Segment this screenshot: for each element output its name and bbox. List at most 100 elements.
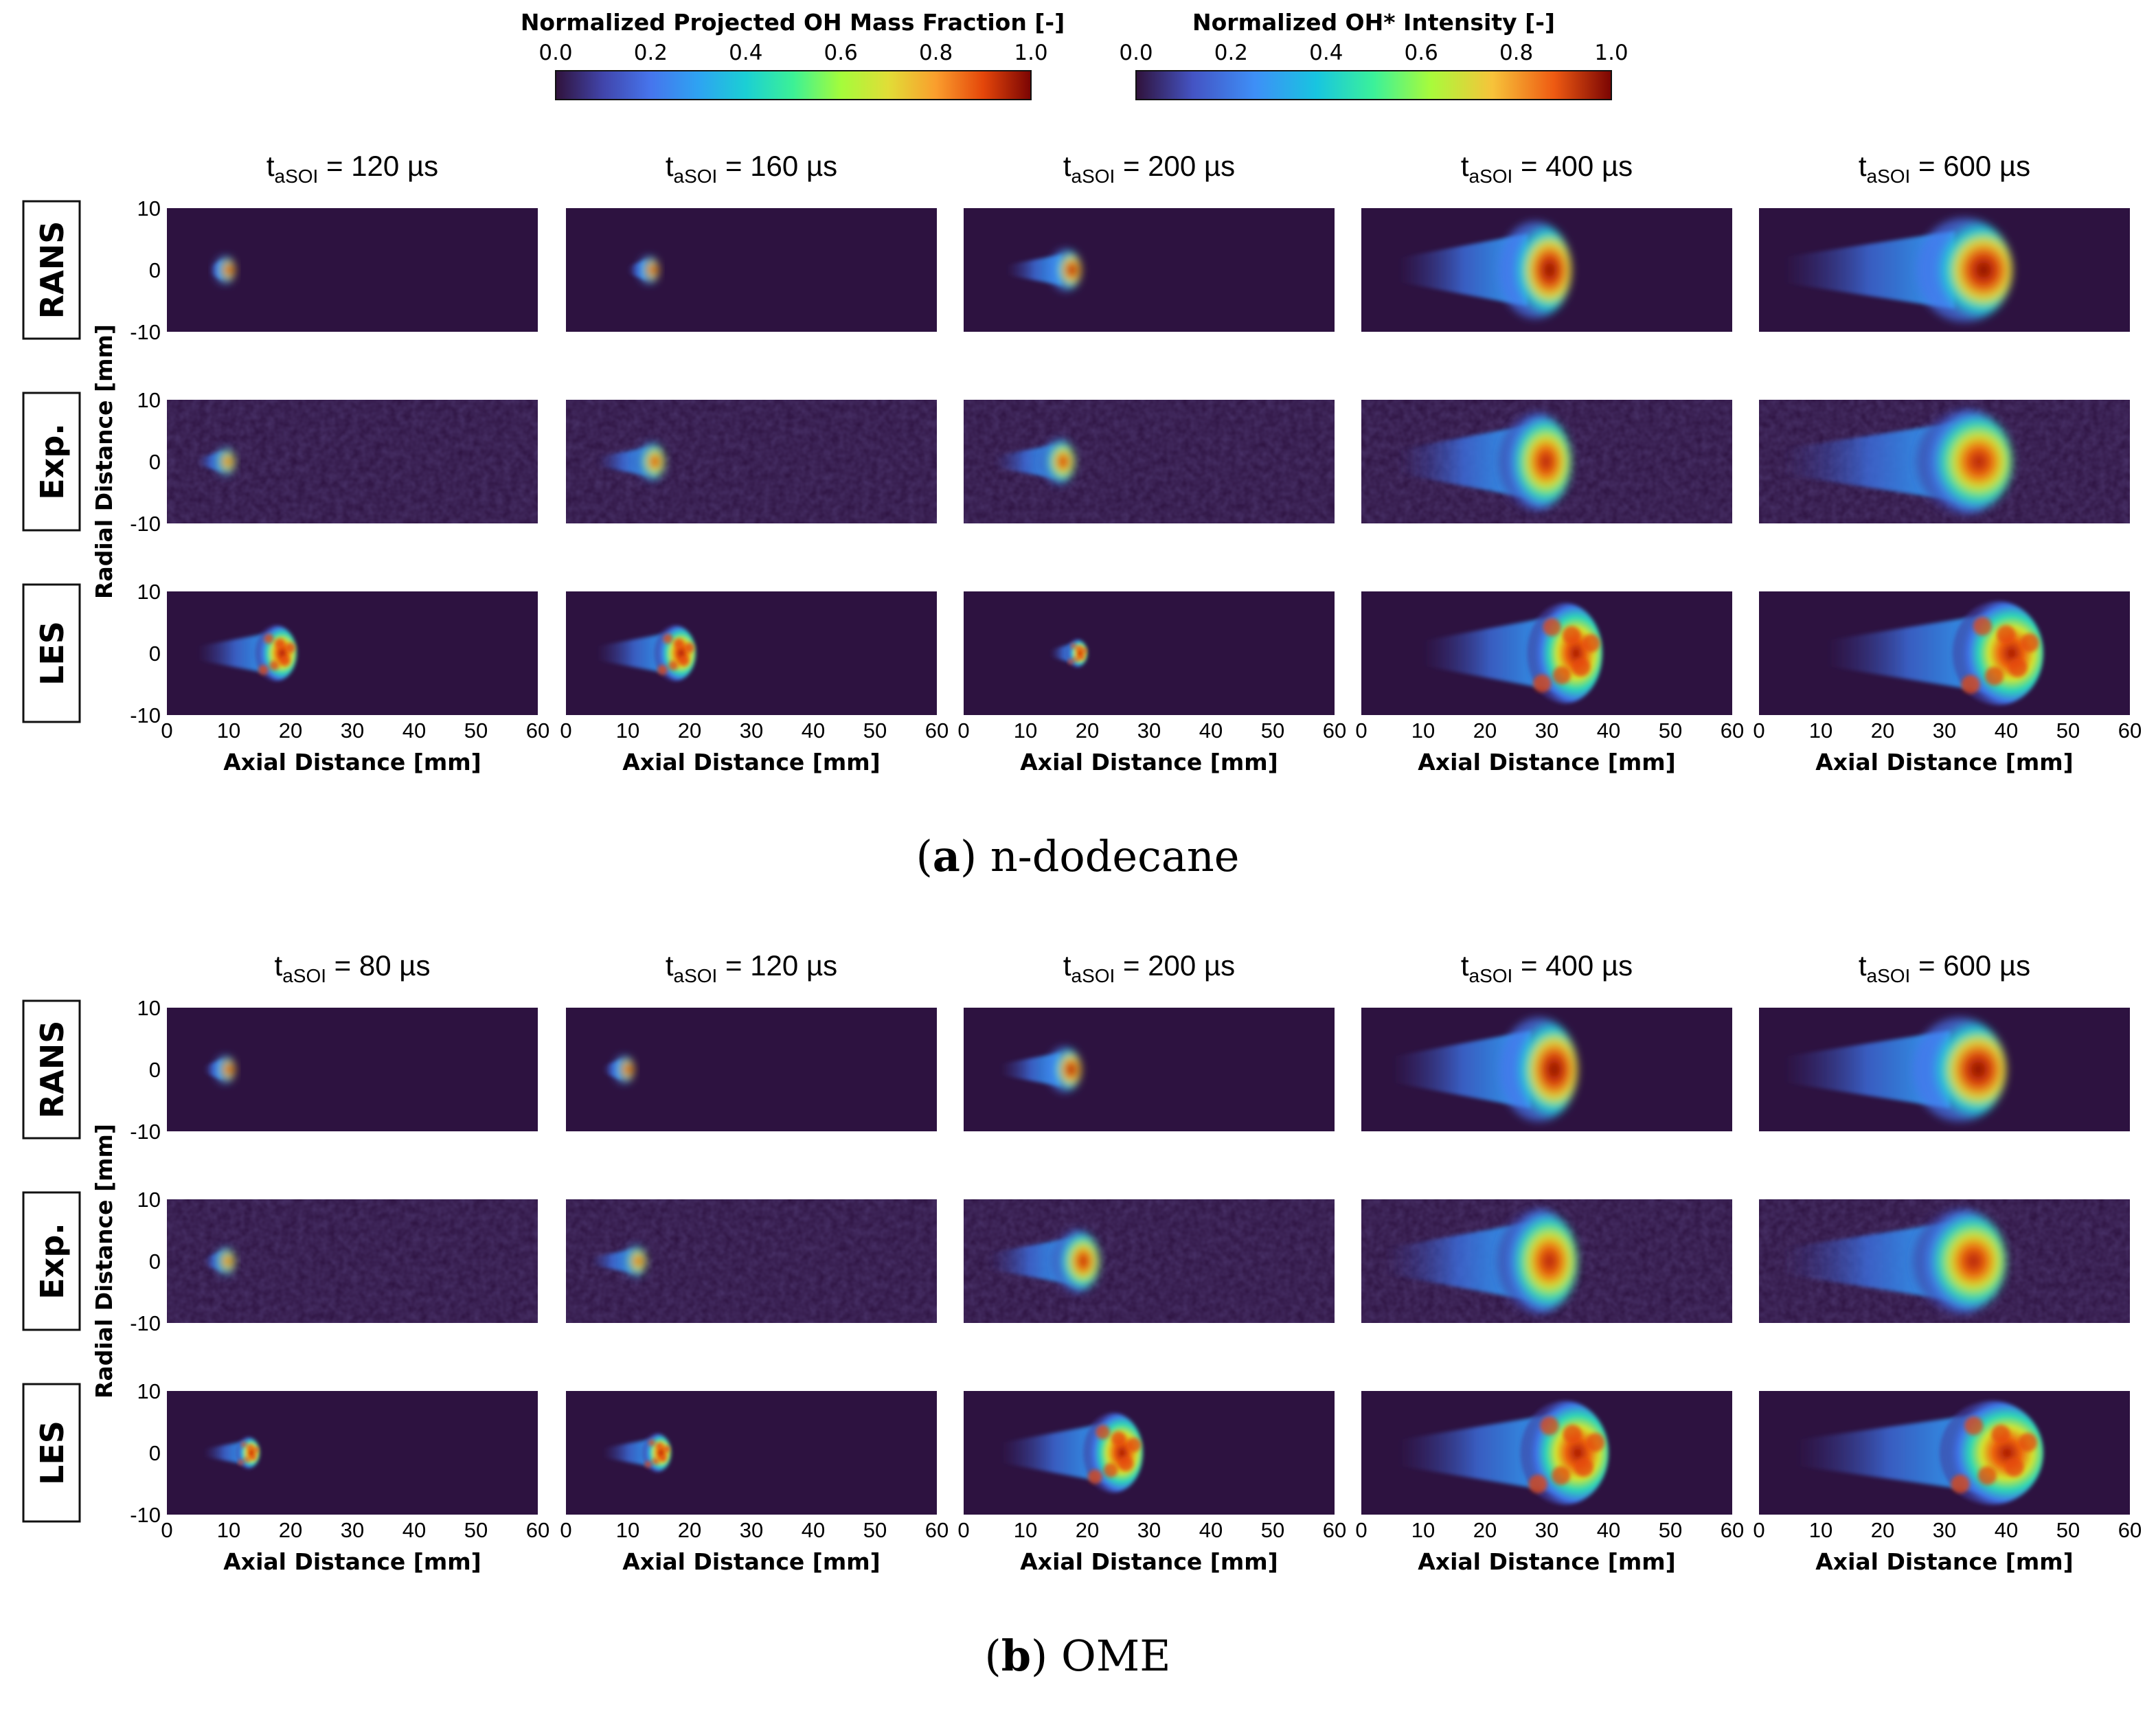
flame-hotspot bbox=[1572, 658, 1591, 677]
x-tick-label: 40 bbox=[802, 718, 825, 743]
flame-head bbox=[1041, 439, 1076, 484]
x-tick-label: 0 bbox=[957, 1518, 969, 1542]
flame-hotspot bbox=[1973, 617, 1992, 636]
flame-image bbox=[167, 1008, 538, 1131]
flame-hotspot bbox=[648, 1439, 656, 1447]
flame-image bbox=[1759, 1008, 2130, 1131]
x-tick-label: 10 bbox=[1014, 1518, 1037, 1542]
time-title: taSOI = 600 µs bbox=[1859, 150, 2030, 187]
x-tick-label: 40 bbox=[402, 718, 426, 743]
x-tick-label: 0 bbox=[1355, 718, 1367, 743]
x-tick-label: 10 bbox=[217, 718, 240, 743]
flame-image bbox=[964, 1199, 1335, 1323]
x-axis-label: Axial Distance [mm] bbox=[622, 749, 880, 776]
flame-head bbox=[613, 1056, 634, 1083]
x-tick-label: 0 bbox=[161, 718, 172, 743]
y-tick-label: -10 bbox=[130, 1503, 161, 1527]
row-label: RANS bbox=[34, 221, 71, 319]
flame-hotspot bbox=[269, 660, 280, 670]
colorbar-mass-title: Normalized Projected OH Mass Fraction [-… bbox=[521, 9, 1065, 36]
row-label: Exp. bbox=[34, 423, 71, 500]
flame-tail bbox=[995, 444, 1055, 479]
flame-image bbox=[1361, 591, 1732, 715]
y-tick-label: 0 bbox=[149, 1058, 161, 1082]
flame-hotspot bbox=[1582, 634, 1600, 653]
flame-hotspot bbox=[1951, 1474, 1970, 1493]
flame-image bbox=[1759, 400, 2130, 523]
flame-image bbox=[964, 1008, 1335, 1131]
x-tick-label: 10 bbox=[616, 718, 639, 743]
flame-hotspot bbox=[1964, 1416, 1984, 1436]
flame-hotspot bbox=[1540, 1416, 1559, 1436]
flame-tail bbox=[1784, 231, 1955, 309]
row-label: LES bbox=[34, 621, 71, 686]
flame-head bbox=[638, 256, 659, 284]
flame-hotspot bbox=[1533, 674, 1552, 693]
colorbar-tick-label: 0.4 bbox=[729, 41, 762, 65]
y-tick-label: 0 bbox=[149, 1249, 161, 1274]
x-tick-label: 50 bbox=[464, 718, 488, 743]
y-axis-label: Radial Distance [mm] bbox=[91, 324, 117, 599]
flame-image bbox=[964, 591, 1335, 715]
flame-hotspot bbox=[1103, 1463, 1118, 1478]
flame-tail bbox=[1827, 614, 1989, 692]
time-title: taSOI = 400 µs bbox=[1461, 150, 1633, 187]
y-tick-label: 0 bbox=[149, 258, 161, 282]
flame-image bbox=[1361, 1199, 1732, 1323]
x-tick-label: 50 bbox=[1659, 1518, 1682, 1542]
y-axis-label: Radial Distance [mm] bbox=[91, 1124, 117, 1399]
x-tick-label: 40 bbox=[1995, 1518, 2018, 1542]
colorbar-tick-label: 0.8 bbox=[1499, 41, 1533, 65]
flame-hotspot bbox=[1076, 645, 1082, 651]
x-tick-label: 50 bbox=[1261, 1518, 1284, 1542]
x-tick-label: 50 bbox=[1659, 718, 1682, 743]
y-tick-label: 0 bbox=[149, 450, 161, 474]
x-tick-label: 20 bbox=[1871, 1518, 1894, 1542]
flame-image bbox=[167, 1199, 538, 1323]
time-title: taSOI = 160 µs bbox=[666, 150, 837, 187]
flame-image bbox=[964, 400, 1335, 523]
x-tick-label: 60 bbox=[526, 718, 549, 743]
flame-head bbox=[1916, 218, 2013, 322]
x-tick-label: 10 bbox=[1411, 1518, 1435, 1542]
flame-hotspot bbox=[668, 660, 679, 670]
x-tick-label: 30 bbox=[740, 1518, 763, 1542]
image-background bbox=[566, 208, 937, 332]
flame-tail bbox=[597, 447, 648, 476]
flame-hotspot bbox=[280, 656, 291, 666]
flame-image bbox=[566, 1391, 937, 1515]
flame-hotspot bbox=[2020, 633, 2039, 653]
flame-image bbox=[1361, 1008, 1732, 1131]
x-tick-label: 10 bbox=[1411, 718, 1435, 743]
colorbar-tick-label: 0.0 bbox=[538, 41, 572, 65]
flame-image bbox=[1759, 591, 2130, 715]
flame-hotspot bbox=[1574, 1458, 1593, 1477]
x-tick-label: 30 bbox=[1137, 1518, 1161, 1542]
y-tick-label: 0 bbox=[149, 642, 161, 666]
flame-tail bbox=[603, 1438, 655, 1467]
flame-image bbox=[1759, 1391, 2130, 1515]
flame-image bbox=[1361, 400, 1732, 523]
flame-hotspot bbox=[241, 1442, 247, 1448]
time-title: taSOI = 120 µs bbox=[266, 150, 438, 187]
y-tick-label: 10 bbox=[137, 196, 161, 220]
flame-head bbox=[1047, 1047, 1082, 1092]
flame-hotspot bbox=[1543, 618, 1561, 637]
time-title: taSOI = 200 µs bbox=[1063, 150, 1235, 187]
flame-tail bbox=[1784, 1030, 1951, 1109]
flame-hotspot bbox=[1081, 648, 1087, 653]
y-tick-label: 0 bbox=[149, 1441, 161, 1465]
x-tick-label: 10 bbox=[616, 1518, 639, 1542]
row-label-box bbox=[22, 1383, 81, 1523]
x-tick-label: 0 bbox=[1753, 718, 1764, 743]
flame-image bbox=[1759, 1199, 2130, 1323]
flame-hotspot bbox=[285, 642, 296, 653]
flame-head bbox=[214, 448, 235, 475]
x-tick-label: 20 bbox=[279, 1518, 302, 1542]
flame-hotspot bbox=[679, 656, 690, 666]
flame-tail bbox=[198, 632, 272, 675]
flame-hotspot bbox=[1088, 1469, 1102, 1484]
colorbar-tick-label: 0.4 bbox=[1309, 41, 1343, 65]
flame-tail bbox=[988, 1237, 1072, 1285]
y-tick-label: 10 bbox=[137, 388, 161, 412]
